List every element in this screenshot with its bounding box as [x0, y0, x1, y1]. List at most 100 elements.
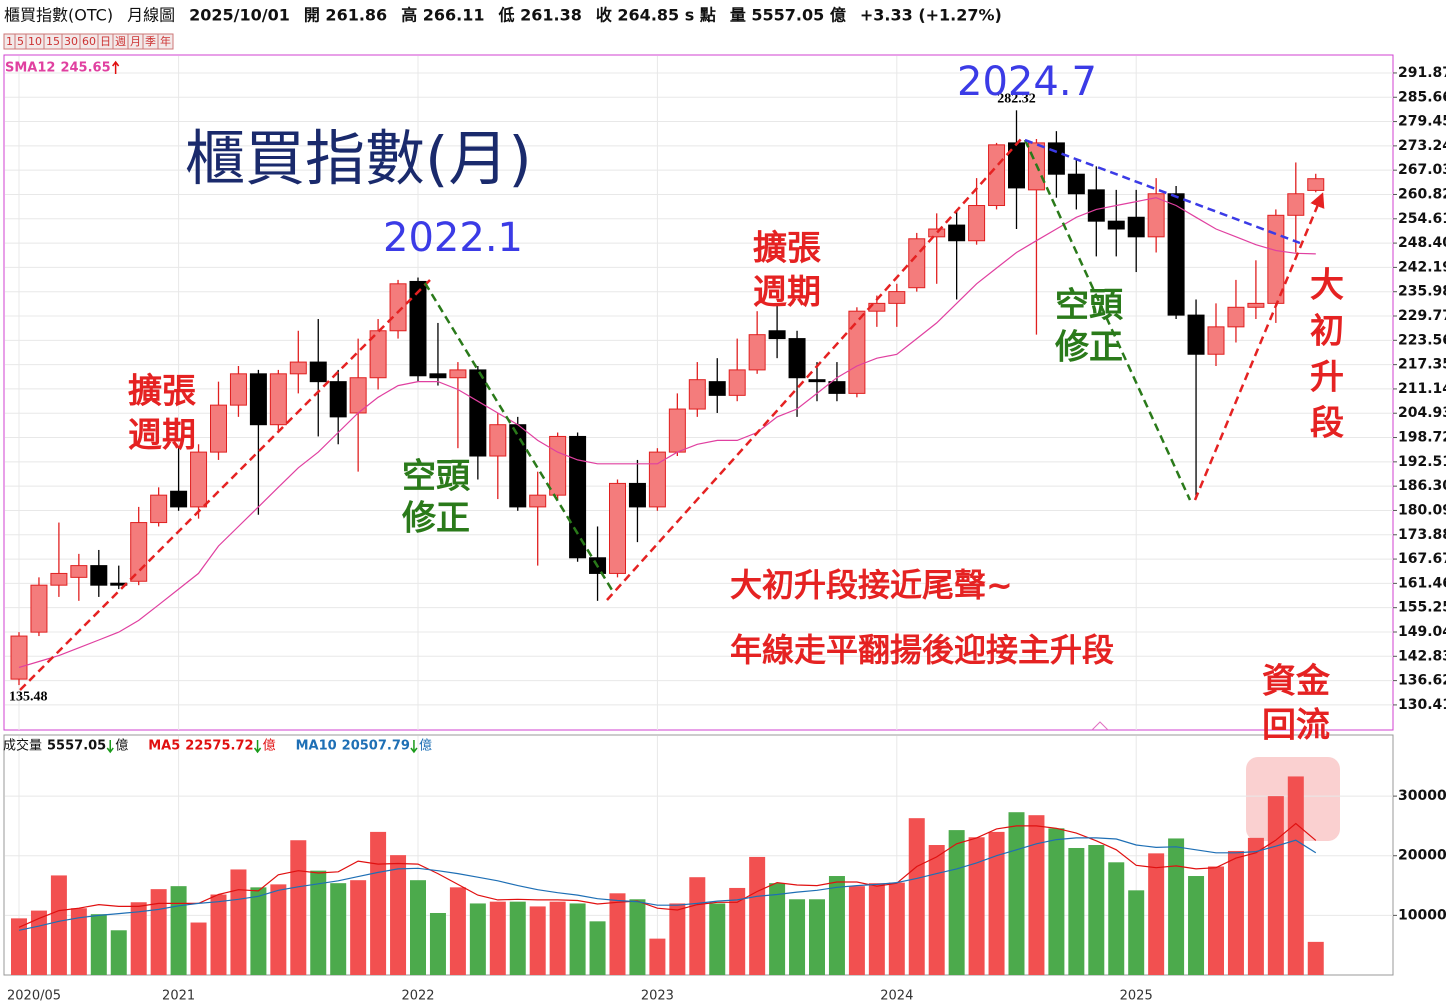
volume-bar: [649, 938, 666, 975]
volume-bar: [11, 918, 27, 975]
sma-line: [18, 197, 1316, 668]
candle-body: [190, 451, 208, 508]
toolbar-button[interactable]: 季: [142, 33, 159, 50]
ma-line: [18, 837, 1317, 931]
button-label[interactable]: 15: [46, 35, 60, 48]
button-bg[interactable]: [157, 33, 174, 50]
volume-bar: [170, 886, 187, 975]
candle-body: [1227, 306, 1245, 328]
candle-body: [489, 424, 507, 457]
header-text: 櫃買指數(OTC): [4, 6, 113, 25]
volume-bar: [589, 921, 606, 975]
volume-bar: [1227, 850, 1244, 975]
candle-body: [429, 373, 447, 379]
volume-bar: [968, 837, 985, 975]
candle-body: [329, 381, 347, 418]
button-label[interactable]: 週: [115, 35, 126, 48]
legend-name: 成交量: [3, 738, 42, 754]
annotation: 空頭: [402, 457, 471, 497]
annotation: 資金: [1262, 662, 1331, 702]
volume-bar: [1148, 853, 1165, 975]
toolbar-button[interactable]: 1: [3, 33, 16, 50]
y-tick-label: 260.82: [1398, 186, 1446, 202]
button-label[interactable]: 1: [6, 35, 13, 48]
trend-line: [1024, 138, 1301, 245]
volume-bar: [1048, 828, 1065, 975]
y-tick-label: 149.04: [1398, 624, 1446, 640]
volume-bar: [290, 840, 307, 975]
candle-body: [1107, 220, 1125, 230]
volume-bar: [689, 877, 706, 975]
annotation: 空頭: [1055, 286, 1124, 326]
down-arrow: [253, 740, 262, 754]
y-tick-label: 10000: [1398, 907, 1446, 923]
button-label[interactable]: 10: [28, 35, 42, 48]
candle-body: [469, 369, 487, 457]
x-tick-label: 2020/05: [7, 989, 61, 1004]
volume-bar: [908, 818, 925, 975]
y-tick-label: 167.67: [1398, 551, 1446, 567]
candle-body: [848, 310, 866, 394]
legend-name: SMA12: [5, 61, 55, 76]
volume-bar: [410, 880, 426, 975]
trend-line: [423, 282, 614, 591]
candle-body: [170, 490, 188, 508]
x-tick-label: 2024: [880, 989, 913, 1004]
volume-bar: [769, 883, 786, 975]
header-text: 收 264.85 s 點: [596, 6, 716, 25]
candle-body: [1047, 142, 1065, 175]
y-tick-label: 180.09: [1398, 502, 1446, 518]
toolbar-button[interactable]: 60: [79, 33, 99, 50]
candle-body: [1127, 216, 1145, 238]
candle-body: [249, 373, 267, 426]
toolbar-button[interactable]: 30: [61, 33, 81, 50]
annotation: 週期: [753, 273, 821, 313]
toolbar-button[interactable]: 15: [43, 33, 63, 50]
annotation: 大初升段接近尾聲~: [730, 566, 1013, 604]
annotation: 週期: [128, 416, 196, 456]
volume-bar: [749, 856, 766, 975]
toolbar-button[interactable]: 月: [127, 33, 144, 50]
candle-body: [50, 572, 68, 586]
candle-body: [289, 361, 307, 375]
toolbar-button[interactable]: 10: [25, 33, 45, 50]
y-tick-label: 217.35: [1398, 357, 1446, 373]
candle-body: [1207, 326, 1225, 355]
button-label[interactable]: 日: [100, 35, 111, 48]
legend-value: 22575.72: [185, 739, 253, 754]
legend-unit: 億: [419, 738, 432, 754]
header-text: 月線圖: [127, 6, 175, 25]
button-label[interactable]: 30: [64, 35, 78, 48]
button-label[interactable]: 月: [130, 35, 141, 48]
annotation: 2022.1: [383, 215, 523, 261]
annotation: 櫃買指數(月): [185, 125, 532, 195]
annotation: 段: [1310, 404, 1344, 444]
volume-bar: [1088, 845, 1105, 975]
y-tick-label: 285.66: [1398, 89, 1446, 105]
volume-bar: [549, 901, 566, 975]
candle-body: [948, 224, 966, 242]
volume-bar: [429, 912, 446, 975]
button-label[interactable]: 年: [160, 34, 171, 48]
volume-bar: [988, 831, 1005, 975]
toolbar-button[interactable]: 週: [112, 33, 129, 50]
x-tick-label: 2025: [1120, 989, 1153, 1004]
button-label[interactable]: 季: [145, 35, 156, 48]
toolbar-button[interactable]: 年: [157, 33, 174, 50]
volume-bar: [250, 887, 267, 975]
toolbar-button[interactable]: 日: [97, 33, 114, 50]
button-label[interactable]: 60: [82, 35, 96, 48]
candle-body: [928, 228, 946, 238]
candle-body: [1147, 193, 1165, 238]
volume-bar: [789, 899, 806, 975]
volume-bar: [150, 889, 167, 975]
volume-bar: [828, 876, 845, 975]
toolbar-button[interactable]: 5: [14, 33, 27, 50]
y-tick-label: 229.77: [1398, 308, 1446, 324]
candle-body: [768, 330, 786, 340]
y-tick-label: 204.93: [1398, 405, 1446, 421]
volume-bar: [310, 870, 327, 975]
button-label[interactable]: 5: [17, 35, 24, 48]
